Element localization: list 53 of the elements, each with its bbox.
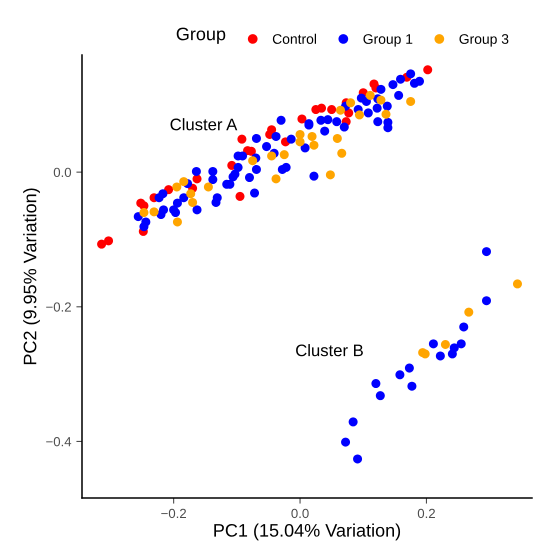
point xyxy=(237,134,246,144)
point xyxy=(204,182,213,192)
point xyxy=(308,132,317,141)
point xyxy=(326,170,335,180)
point xyxy=(267,151,276,160)
point xyxy=(512,279,522,288)
point xyxy=(172,217,182,226)
annotation: Cluster A xyxy=(170,118,238,130)
point xyxy=(464,308,474,317)
point xyxy=(150,207,159,216)
point xyxy=(366,90,375,100)
point xyxy=(97,240,106,249)
point xyxy=(354,110,364,120)
point xyxy=(192,174,202,184)
y-tick-label: −0.2 xyxy=(46,302,71,312)
point xyxy=(440,340,450,349)
point xyxy=(172,182,182,192)
point xyxy=(280,150,289,160)
point xyxy=(236,192,245,201)
point xyxy=(104,236,114,246)
x-axis-title: PC1 (15.04% Variation) xyxy=(214,523,400,540)
point xyxy=(317,104,326,113)
point xyxy=(272,174,281,184)
point xyxy=(297,114,306,124)
y-tick-label: 0.0 xyxy=(54,168,72,178)
point xyxy=(327,105,336,114)
point xyxy=(376,96,386,105)
point xyxy=(186,189,196,198)
x-tick-label: 0.0 xyxy=(291,508,309,518)
point xyxy=(188,198,198,207)
point xyxy=(346,98,356,108)
point xyxy=(309,140,318,150)
x-tick-label: −0.2 xyxy=(161,508,186,518)
point xyxy=(406,96,416,106)
annotation: Cluster B xyxy=(296,344,363,356)
point xyxy=(296,137,305,146)
point xyxy=(179,177,188,186)
point xyxy=(332,134,342,143)
legend-label: Group 1 xyxy=(363,34,412,47)
point xyxy=(423,65,432,74)
point xyxy=(337,148,346,158)
point xyxy=(296,130,305,139)
point xyxy=(420,349,430,358)
legend-label: Group 3 xyxy=(459,34,508,47)
point xyxy=(336,106,345,115)
point xyxy=(248,156,258,166)
y-axis-title: PC2 (9.95% Variation) xyxy=(23,188,40,364)
y-tick-label: −0.4 xyxy=(46,437,72,446)
legend-title: Group xyxy=(176,28,226,44)
legend-label: Control xyxy=(272,34,316,44)
point xyxy=(139,208,148,218)
point xyxy=(382,110,391,119)
x-tick-label: 0.2 xyxy=(418,508,435,518)
